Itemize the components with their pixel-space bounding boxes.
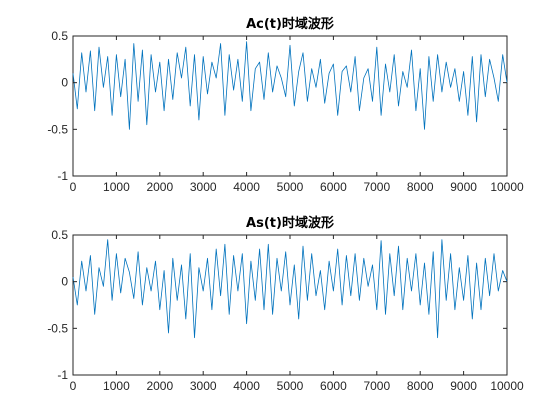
x-tick-label: 1000	[103, 379, 130, 393]
series-line-0	[72, 41, 508, 130]
x-tick-label: 6000	[320, 180, 347, 194]
x-tick-label: 1000	[103, 180, 130, 194]
x-tick-label: 0	[70, 379, 77, 393]
x-tick-label: 8000	[407, 180, 434, 194]
y-tick-label: 0.5	[51, 228, 68, 242]
y-tick-label: 0	[61, 76, 68, 90]
x-tick-label: 5000	[277, 180, 304, 194]
x-tick-label: 9000	[450, 180, 477, 194]
x-tick-label: 5000	[277, 379, 304, 393]
series-line-0	[72, 239, 508, 339]
x-tick-label: 4000	[233, 379, 260, 393]
x-tick-label: 10000	[490, 379, 524, 393]
x-tick-label: 3000	[190, 180, 217, 194]
x-tick-label: 7000	[363, 180, 390, 194]
plot-area	[72, 35, 508, 177]
x-tick-label: 8000	[407, 379, 434, 393]
x-tick-label: 10000	[490, 180, 524, 194]
x-tick-label: 2000	[146, 379, 173, 393]
chart-title-bottom: As(t)时域波形	[246, 215, 334, 231]
axes-bottom: As(t)时域波形 0 1000 2000 3000 4000 5000 6000 7000 80…	[47, 215, 524, 393]
chart-title-top: Ac(t)时域波形	[246, 16, 334, 32]
y-tick-label: -1	[57, 368, 68, 382]
y-tick-label: -0.5	[47, 321, 68, 335]
x-tick-label: 4000	[233, 180, 260, 194]
x-tick-label: 9000	[450, 379, 477, 393]
y-tick-label: -0.5	[47, 122, 68, 136]
axes-top: Ac(t)时域波形 0 1000 2000 3000 4000 5000 6000 7000 80…	[47, 16, 524, 194]
x-tick-label: 3000	[190, 379, 217, 393]
x-tick-label: 0	[70, 180, 77, 194]
y-tick-label: -1	[57, 169, 68, 183]
y-tick-label: 0.5	[51, 29, 68, 43]
x-tick-label: 7000	[363, 379, 390, 393]
x-tick-label: 6000	[320, 379, 347, 393]
x-tick-label: 2000	[146, 180, 173, 194]
y-tick-label: 0	[61, 275, 68, 289]
